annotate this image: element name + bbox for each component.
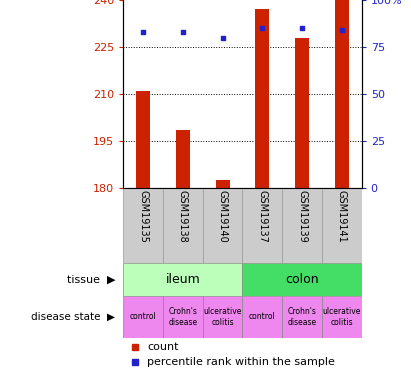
Text: control: control [130,312,157,321]
Bar [123,262,242,296]
Bar [322,188,362,262]
Text: colon: colon [285,273,319,286]
Bar [242,262,362,296]
Bar [282,188,322,262]
Text: Crohn's
disease: Crohn's disease [169,307,197,327]
Bar [176,130,190,188]
Bar [203,188,242,262]
Point [299,25,305,31]
Point [180,29,186,35]
Bar [282,296,322,338]
Text: GSM19139: GSM19139 [297,190,307,243]
Text: tissue  ▶: tissue ▶ [67,274,115,284]
Bar [203,296,242,338]
Point [339,27,345,33]
Bar [322,296,362,338]
Point [140,29,146,35]
Bar [163,296,203,338]
Bar [163,188,203,262]
Text: GSM19137: GSM19137 [257,190,267,243]
Bar [242,296,282,338]
Bar [335,0,349,188]
Bar [216,180,230,188]
Bar [242,188,282,262]
Text: percentile rank within the sample: percentile rank within the sample [147,357,335,367]
Text: GSM19135: GSM19135 [138,190,148,243]
Text: disease state  ▶: disease state ▶ [31,312,115,322]
Text: GSM19140: GSM19140 [218,190,228,243]
Text: ileum: ileum [166,273,200,286]
Text: Crohn's
disease: Crohn's disease [288,307,316,327]
Bar [295,38,309,188]
Text: ulcerative
colitis: ulcerative colitis [323,307,361,327]
Point [259,25,266,31]
Bar [255,9,269,188]
Text: GSM19138: GSM19138 [178,190,188,243]
Bar [123,296,163,338]
Text: ulcerative
colitis: ulcerative colitis [203,307,242,327]
Point [219,34,226,40]
Bar [136,91,150,188]
Text: control: control [249,312,276,321]
Text: GSM19141: GSM19141 [337,190,347,243]
Text: count: count [147,342,179,352]
Bar [123,188,163,262]
